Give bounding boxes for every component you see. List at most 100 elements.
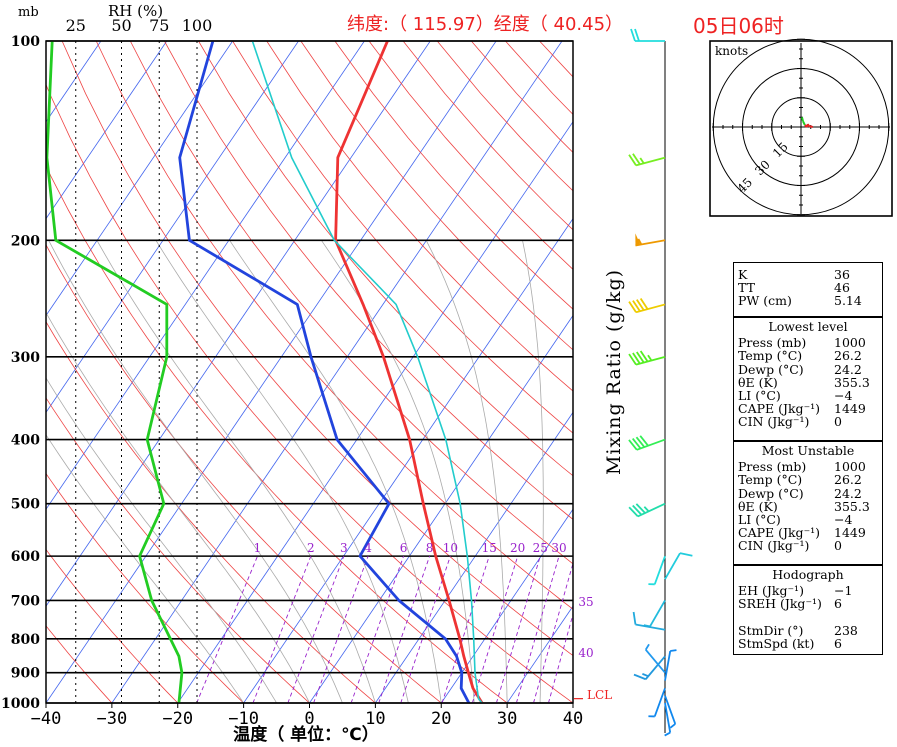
wind-barb <box>628 435 666 451</box>
isotherm-line <box>243 217 573 703</box>
lowest-level-panel: Lowest level Press (mb) 1000 Temp (°C) 26.… <box>733 317 883 441</box>
mixing-ratio-line <box>471 556 519 703</box>
index-label: CAPE (Jkg⁻¹) <box>738 401 821 417</box>
mixing-ratio-tick-label: 30 <box>551 541 566 555</box>
wind-barb-half-feather <box>669 723 676 729</box>
wind-barb-shaft <box>653 555 666 585</box>
mixing-ratio-line <box>378 555 431 703</box>
moist-adiabat-line <box>572 695 573 703</box>
dry-adiabat-line <box>46 472 244 703</box>
wind-barb-feather <box>634 28 640 42</box>
wind-barb <box>630 28 665 42</box>
isotherm-line <box>46 41 431 607</box>
index-value: −1 <box>834 583 853 599</box>
index-value: 1449 <box>834 401 866 417</box>
wind-barb-half-feather <box>664 731 671 737</box>
isotherm-line <box>46 41 168 220</box>
temperature-profile-line <box>334 41 484 703</box>
dry-adiabat-line <box>46 165 508 703</box>
rh-tick-label: 50 <box>111 16 131 35</box>
index-label: Temp (°C) <box>738 472 803 488</box>
index-value: 355.3 <box>834 498 870 514</box>
wind-barb <box>628 350 666 366</box>
temp-tick-label: −30 <box>97 709 128 729</box>
dry-adiabat-line <box>232 41 573 434</box>
dry-adiabat-line <box>46 83 573 703</box>
wind-barb-feather <box>632 153 641 165</box>
wind-barb-shaft <box>653 687 666 717</box>
hodograph-index-panel: Hodograph EH (Jkg⁻¹) −1 SREH (Jkg⁻¹) 6 Stm… <box>733 565 883 655</box>
mixing-ratio-tick-label: 40 <box>578 646 593 660</box>
index-value: −4 <box>834 388 853 404</box>
index-value: 46 <box>834 280 850 296</box>
wind-barb-feather <box>630 28 636 42</box>
isotherm-line <box>46 41 365 510</box>
mixing-ratio-tick-label: 4 <box>364 541 372 555</box>
wind-barb-feather <box>639 298 649 310</box>
dry-adiabat-line <box>46 321 376 703</box>
wind-barb-half-feather <box>648 583 655 586</box>
wind-barb-feather <box>639 350 649 363</box>
pressure-tick-label: 400 <box>11 433 40 449</box>
mixing-ratio-line <box>441 555 490 703</box>
index-value: 238 <box>834 622 858 638</box>
wind-barb-half-feather <box>648 715 655 718</box>
wind-barb <box>648 687 666 718</box>
wind-barb-feather <box>632 611 637 625</box>
index-label: K <box>738 267 748 282</box>
index-label: CIN (Jkg⁻¹) <box>738 538 810 554</box>
index-label: LI (°C) <box>738 512 781 528</box>
index-value: 355.3 <box>834 374 870 390</box>
wind-barb-feather <box>636 299 645 311</box>
rh-tick-label: 75 <box>149 16 169 35</box>
wind-barb-feather <box>632 504 643 516</box>
index-label: Temp (°C) <box>738 348 803 364</box>
wind-barb-feather <box>628 506 639 518</box>
wind-barb-feather <box>633 673 647 681</box>
wind-barb-half-feather <box>647 354 653 361</box>
wind-barb <box>644 643 666 674</box>
wind-barb-feather <box>632 352 641 365</box>
mixing-ratio-tick-label: 6 <box>400 541 408 555</box>
temp-tick-label: 10 <box>365 709 385 729</box>
wind-barb-feather <box>628 353 637 366</box>
most-unstable-panel: Most Unstable Press (mb) 1000 Temp (°C) 26… <box>733 441 883 565</box>
wind-barb-half-feather <box>643 506 650 512</box>
dry-adiabat-line <box>46 244 442 703</box>
dry-adiabat-line <box>129 41 573 565</box>
wind-barb-shaft <box>635 303 666 314</box>
index-label <box>738 611 834 624</box>
temp-tick-label: 30 <box>497 709 517 729</box>
wind-barb-feather <box>628 439 638 451</box>
dry-adiabat-line <box>334 41 573 310</box>
parcel-profile-line <box>251 41 483 703</box>
wind-barb <box>664 695 677 729</box>
wind-barb-shaft <box>635 623 666 631</box>
wind-barb-shaft <box>664 650 672 681</box>
mixing-ratio-tick-label: 20 <box>510 541 525 555</box>
wind-barb <box>628 153 666 167</box>
wind-barb <box>664 552 693 580</box>
hodograph-units-label: knots <box>715 44 748 58</box>
isotherm-line <box>309 314 573 703</box>
hodograph-trace-segment <box>806 123 810 127</box>
wind-barb-half-feather <box>670 649 677 652</box>
mixing-ratio-tick-label: 15 <box>482 541 497 555</box>
mixing-ratio-tick-label: 1 <box>254 541 262 555</box>
wind-barb-shaft <box>635 355 666 366</box>
mixing-ratio-tick-label: 25 <box>533 541 548 555</box>
wind-barb-feather <box>632 300 641 312</box>
dry-adiabat-line <box>46 625 113 703</box>
index-label: Press (mb) <box>738 335 807 351</box>
wind-barb <box>635 233 666 247</box>
wind-barb-half-feather <box>642 673 649 678</box>
wind-barb-shaft <box>635 156 666 167</box>
dry-adiabat-line <box>266 41 573 392</box>
index-label: θE (K) <box>738 498 778 514</box>
mixing-ratio-line <box>287 555 345 703</box>
hodograph-trace-segment <box>801 117 804 122</box>
isotherm-line <box>375 411 573 703</box>
rh-tick-label: 100 <box>182 16 213 35</box>
wind-barb-feather <box>628 154 637 166</box>
temp-tick-label: −20 <box>162 709 193 729</box>
